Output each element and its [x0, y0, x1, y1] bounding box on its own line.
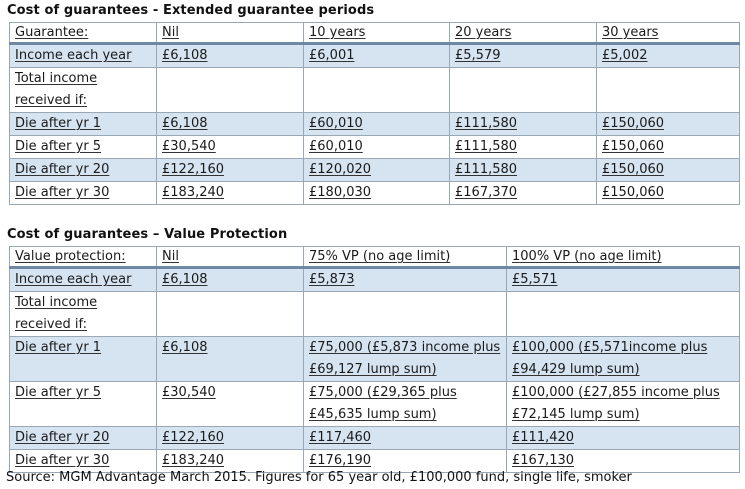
table2-header-row: Value protection: Nil 75% VP (no age lim… — [9, 246, 740, 269]
table2-title: Cost of guarantees – Value Protection — [7, 227, 288, 242]
table2-header-value-protection: Value protection: — [9, 246, 157, 269]
table-row: Die after yr 20 £122,160 £120,020 £111,5… — [9, 158, 740, 182]
table-row: Die after yr 30 £183,240 £180,030 £167,3… — [9, 181, 740, 205]
table-row: Die after yr 1 £6,108 £60,010 £111,580 £… — [9, 112, 740, 136]
table-row: Income each year £6,108 £6,001 £5,579 £5… — [9, 43, 740, 68]
table-row: Total income received if: — [9, 67, 740, 113]
table1-header-10yr: 10 years — [303, 22, 450, 45]
table1-header-30yr: 30 years — [596, 22, 740, 45]
source-note: Source: MGM Advantage March 2015. Figure… — [6, 470, 632, 485]
table1-header-guarantee: Guarantee: — [9, 22, 157, 45]
table-row: Die after yr 5 £30,540 £60,010 £111,580 … — [9, 135, 740, 159]
table-row: Income each year £6,108 £5,873 £5,571 — [9, 267, 740, 292]
table2-header-75vp: 75% VP (no age limit) — [303, 246, 507, 269]
table-row: Total income received if: — [9, 291, 740, 337]
table1-header-row: Guarantee: Nil 10 years 20 years 30 year… — [9, 22, 740, 45]
table1-header-20yr: 20 years — [449, 22, 597, 45]
table-row: Die after yr 30 £183,240 £176,190 £167,1… — [9, 449, 740, 473]
table-row: Die after yr 5 £30,540 £75,000 (£29,365 … — [9, 381, 740, 427]
table1-header-nil: Nil — [156, 22, 304, 45]
table-row: Die after yr 20 £122,160 £117,460 £111,4… — [9, 426, 740, 450]
table2-header-100vp: 100% VP (no age limit) — [506, 246, 740, 269]
extended-guarantee-table: Guarantee: Nil 10 years 20 years 30 year… — [9, 22, 740, 205]
table-row: Die after yr 1 £6,108 £75,000 (£5,873 in… — [9, 336, 740, 382]
table1-title: Cost of guarantees - Extended guarantee … — [7, 3, 375, 18]
value-protection-table: Value protection: Nil 75% VP (no age lim… — [9, 246, 740, 473]
table2-header-nil: Nil — [156, 246, 304, 269]
